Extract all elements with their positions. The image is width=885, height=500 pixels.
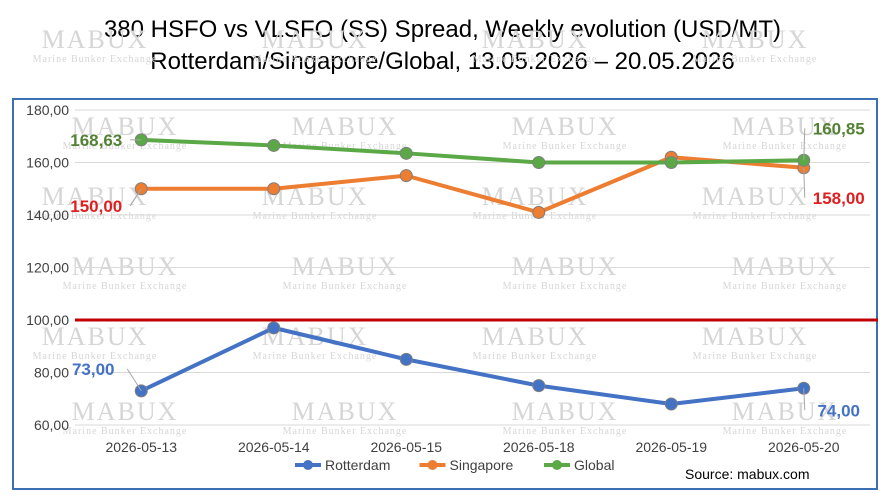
x-tick-label: 2026-05-19 [635,439,707,455]
legend-label: Rotterdam [325,457,390,473]
data-label-leader [803,128,806,161]
watermark-text: MABUX [512,252,619,281]
data-label-leader [126,368,142,392]
watermark-text: MABUX [482,182,589,211]
watermark-subtext: Marine Bunker Exchange [33,54,158,65]
watermark-text: MABUX [512,112,619,141]
data-label-singapore: 150,00 [70,197,122,216]
x-tick-label: 2026-05-15 [370,439,442,455]
watermark-text: MABUX [42,25,149,54]
watermark-text: MABUX [702,25,809,54]
source-label: Source: mabux.com [685,466,810,482]
watermark-subtext: Marine Bunker Exchange [283,141,408,152]
watermark-subtext: Marine Bunker Exchange [693,211,818,222]
watermark-subtext: Marine Bunker Exchange [503,281,628,292]
data-point-global [399,146,413,160]
watermark-text: MABUX [42,322,149,351]
watermark-text: MABUX [42,182,149,211]
watermark-subtext: Marine Bunker Exchange [63,426,188,437]
y-tick-label: 120,00 [26,260,69,276]
chart-title-line-2: Rotterdam/Singapore/Global, 13.05.2026 –… [150,48,735,75]
series-line-singapore [141,155,804,215]
y-tick-label: 180,00 [26,102,69,118]
watermark-text: MABUX [482,322,589,351]
watermark-subtext: Marine Bunker Exchange [283,426,408,437]
watermark-text: MABUX [702,322,809,351]
watermark-text: MABUX [732,397,839,426]
data-point-rotterdam [267,321,281,335]
data-point-rotterdam [532,379,546,393]
watermark-text: MABUX [512,397,619,426]
x-tick-label: 2026-05-14 [238,439,310,455]
watermark-text: MABUX [732,252,839,281]
data-label-global: 168,63 [70,131,122,150]
y-tick-label: 100,00 [26,312,69,328]
watermark-subtext: Marine Bunker Exchange [63,141,188,152]
watermark-text: MABUX [482,25,589,54]
data-point-rotterdam [664,397,678,411]
watermark-subtext: Marine Bunker Exchange [253,54,378,65]
watermark-subtext: Marine Bunker Exchange [473,351,598,362]
data-label-rotterdam: 74,00 [817,401,860,420]
x-tick-label: 2026-05-13 [105,439,177,455]
data-point-singapore [532,205,546,219]
watermark-subtext: Marine Bunker Exchange [723,281,848,292]
watermark-subtext: Marine Bunker Exchange [253,211,378,222]
watermark-text: MABUX [292,252,399,281]
legend-swatch-marker [427,460,438,470]
y-tick-label: 160,00 [26,155,69,171]
watermark-text: MABUX [72,112,179,141]
watermark-subtext: Marine Bunker Exchange [33,211,158,222]
data-point-rotterdam [399,352,413,366]
x-tick-label: 2026-05-20 [768,439,840,455]
data-label-global: 160,85 [813,119,865,138]
watermark-text: MABUX [732,112,839,141]
watermark-subtext: Marine Bunker Exchange [693,54,818,65]
y-tick-label: 80,00 [34,365,69,381]
watermark-subtext: Marine Bunker Exchange [63,281,188,292]
watermark-subtext: Marine Bunker Exchange [473,54,598,65]
legend-swatch-marker [303,460,313,470]
data-point-singapore [399,169,413,183]
data-label-leader [803,388,806,411]
watermark-subtext: Marine Bunker Exchange [693,351,818,362]
data-point-global [664,156,678,169]
data-point-global [532,156,546,169]
data-label-leader [129,188,142,207]
watermark-text: MABUX [72,397,179,426]
y-tick-label: 140,00 [26,207,69,223]
legend-label: Singapore [450,457,514,473]
watermark-text: MABUX [72,252,179,281]
data-label-singapore: 158,00 [813,189,865,208]
watermark-text: MABUX [262,25,369,54]
watermark-subtext: Marine Bunker Exchange [33,351,158,362]
watermark-subtext: Marine Bunker Exchange [253,351,378,362]
legend-label: Global [574,457,614,473]
series-line-global [141,137,804,165]
series-line-rotterdam [140,325,804,406]
data-label-leader [803,167,806,198]
watermark-subtext: Marine Bunker Exchange [723,141,848,152]
chart-title: 380 HSFO vs VLSFO (SS) Spread, Weekly ev… [0,14,885,78]
chart-title-line-1: 380 HSFO vs VLSFO (SS) Spread, Weekly ev… [103,16,782,43]
plot-frame [12,98,878,490]
data-point-singapore [267,182,281,196]
x-tick-label: 2026-05-18 [503,439,575,455]
legend-swatch-marker [552,460,562,470]
y-tick-label: 60,00 [34,417,69,433]
watermark-text: MABUX [292,112,399,141]
data-point-global [267,138,281,152]
watermark-subtext: Marine Bunker Exchange [283,281,408,292]
watermark-text: MABUX [292,397,399,426]
watermark-text: MABUX [702,182,809,211]
watermark-subtext: Marine Bunker Exchange [723,426,848,437]
data-label-rotterdam: 73,00 [72,360,115,379]
watermark-subtext: Marine Bunker Exchange [503,141,628,152]
watermark-subtext: Marine Bunker Exchange [503,426,628,437]
